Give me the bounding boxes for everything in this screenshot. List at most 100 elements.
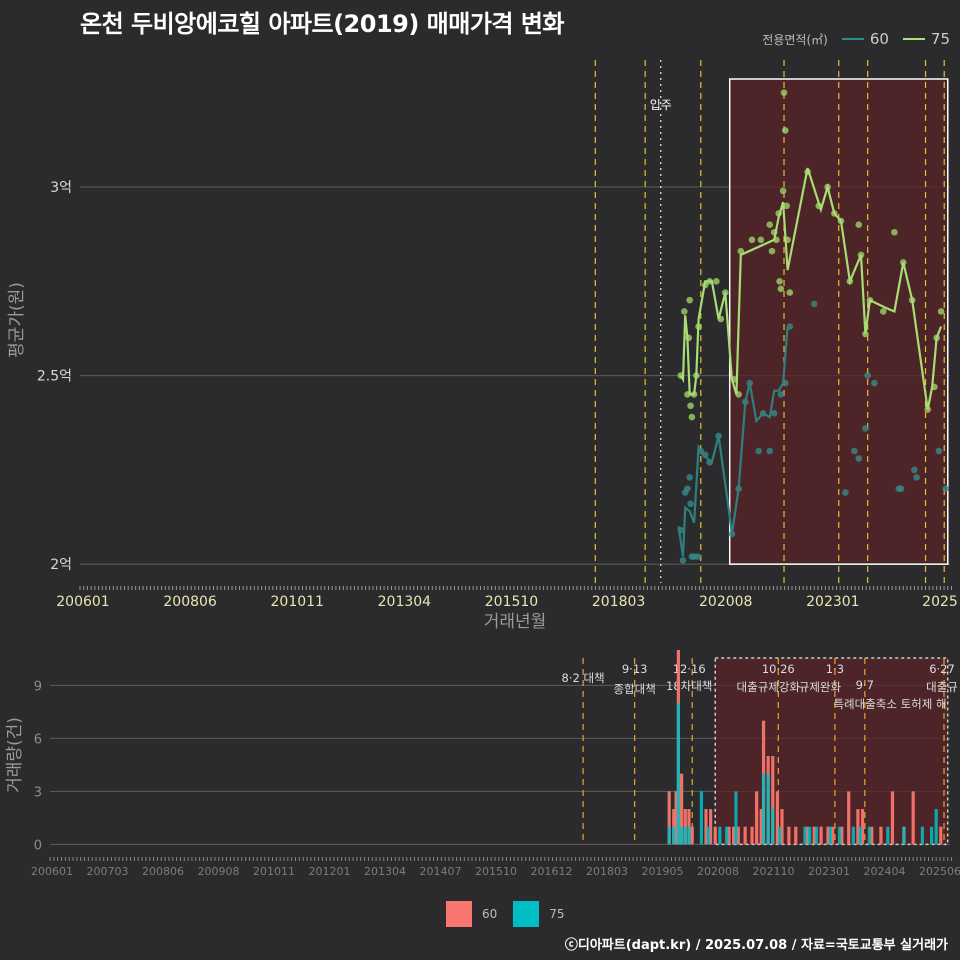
x-axis-label: 거래년월 [484, 612, 547, 632]
data-point-60 [766, 447, 774, 455]
data-point-75 [879, 308, 887, 315]
chart-title: 온천 두비앙에코힐 아파트(2019) 매매가격 변화 [80, 10, 565, 38]
y-axis-label: 거래량(건) [5, 717, 25, 793]
x-tick-label: 201304 [378, 594, 432, 610]
data-point-75 [686, 296, 693, 304]
data-point-60 [679, 557, 687, 564]
data-point-75 [779, 187, 787, 195]
bar-60 [780, 809, 784, 845]
bar-60 [831, 826, 835, 845]
bar-60 [755, 791, 759, 845]
bar-75 [807, 826, 812, 845]
policy-label: 대출규 [926, 680, 958, 694]
bar-75 [734, 791, 738, 845]
data-point-75 [782, 127, 789, 134]
policy-label: 9·13 [622, 662, 648, 676]
bar-75 [803, 826, 807, 845]
data-point-60 [871, 379, 878, 387]
bar-75 [858, 826, 862, 845]
series-line-60 [677, 326, 789, 557]
bar-legend: 60 75 [446, 901, 565, 927]
policy-label: 종합대책 [613, 682, 655, 696]
bar-60 [794, 826, 798, 845]
bar-60 [743, 826, 747, 845]
policy-label: 대출규제강화 [737, 680, 801, 694]
x-tick-label: 201612 [531, 865, 573, 878]
bar-60 [812, 826, 816, 845]
x-tick-label: 201803 [586, 865, 628, 878]
policy-label: 1·3 [826, 662, 844, 676]
policy-label: 10·26 [762, 662, 795, 676]
bar-60 [674, 791, 678, 845]
bar-60 [775, 791, 779, 845]
highlight-border [728, 78, 949, 565]
y-tick-label: 0 [34, 838, 42, 853]
x-tick-label: 201510 [485, 594, 538, 610]
x-tick-label: 200601 [31, 865, 73, 878]
policy-label: 6·27 [929, 662, 955, 676]
data-point-60 [842, 489, 849, 496]
data-point-75 [937, 308, 945, 315]
bar-60 [759, 809, 763, 845]
x-tick-label: 202506 [919, 865, 960, 878]
bar-75 [929, 826, 934, 845]
data-point-60 [755, 447, 762, 455]
policy-label: 18차대책 [666, 679, 712, 693]
x-tick-label: 202301 [808, 865, 850, 878]
bar-75 [718, 826, 722, 845]
bar-75 [761, 773, 766, 845]
bar-75 [771, 809, 775, 845]
x-tick-label: 202404 [864, 865, 906, 878]
data-point-60 [864, 372, 871, 379]
x-tick-label: 201905 [642, 865, 684, 878]
move-in-label: 입주 [650, 98, 672, 112]
policy-label: 8·2 대책 [562, 671, 605, 685]
y-tick-label: 9 [34, 679, 42, 694]
data-point-75 [768, 247, 776, 255]
data-point-75 [855, 221, 863, 229]
y-tick-label: 3억 [50, 180, 72, 196]
bar-75 [814, 826, 819, 845]
bar-60 [736, 826, 740, 845]
bar-60 [890, 791, 895, 845]
bar-75 [837, 826, 842, 845]
bar-60 [911, 791, 915, 845]
x-tick-label: 200703 [87, 865, 129, 878]
bar-75 [687, 826, 691, 845]
data-point-60 [770, 409, 778, 417]
bar-75 [683, 826, 687, 845]
data-point-60 [810, 300, 818, 308]
bar-legend-label-75: 75 [549, 907, 565, 921]
data-point-75 [891, 228, 898, 236]
bar-60 [805, 826, 809, 845]
bar-legend-label-60: 60 [482, 907, 498, 921]
data-point-75 [776, 277, 783, 285]
policy-label: 12·16 [673, 662, 706, 676]
bar-60 [680, 773, 684, 845]
bar-60 [690, 826, 694, 845]
y-tick-label: 2.5억 [37, 369, 72, 385]
bar-60 [856, 809, 860, 845]
bar-75 [828, 826, 832, 845]
legend-label-60: 60 [869, 30, 889, 48]
bar-75 [706, 826, 710, 845]
x-tick-label: 200806 [142, 865, 184, 878]
bar-legend-swatch-75 [513, 901, 540, 927]
data-point-60 [851, 447, 858, 455]
bar-75 [778, 826, 782, 845]
x-tick-label: 202008 [699, 594, 752, 610]
bar-legend-swatch-60 [446, 901, 472, 927]
data-point-60 [913, 474, 920, 481]
x-tick-label: 2025 [922, 594, 958, 610]
bar-75 [725, 826, 729, 845]
y-tick-label: 3 [34, 785, 42, 800]
bar-75 [672, 826, 676, 845]
bar-75 [934, 809, 938, 845]
x-tick-label: 201201 [309, 865, 351, 878]
legend-swatch-60 [841, 38, 864, 40]
bar-60 [683, 809, 687, 845]
legend: 전용면적(㎡) 60 75 [762, 30, 950, 48]
bar-60 [727, 826, 731, 845]
credit: ⓒ디아파트(dapt.kr) / 2025.07.08 / 자료=국토교통부 실… [564, 938, 948, 953]
legend-label-75: 75 [930, 30, 950, 48]
